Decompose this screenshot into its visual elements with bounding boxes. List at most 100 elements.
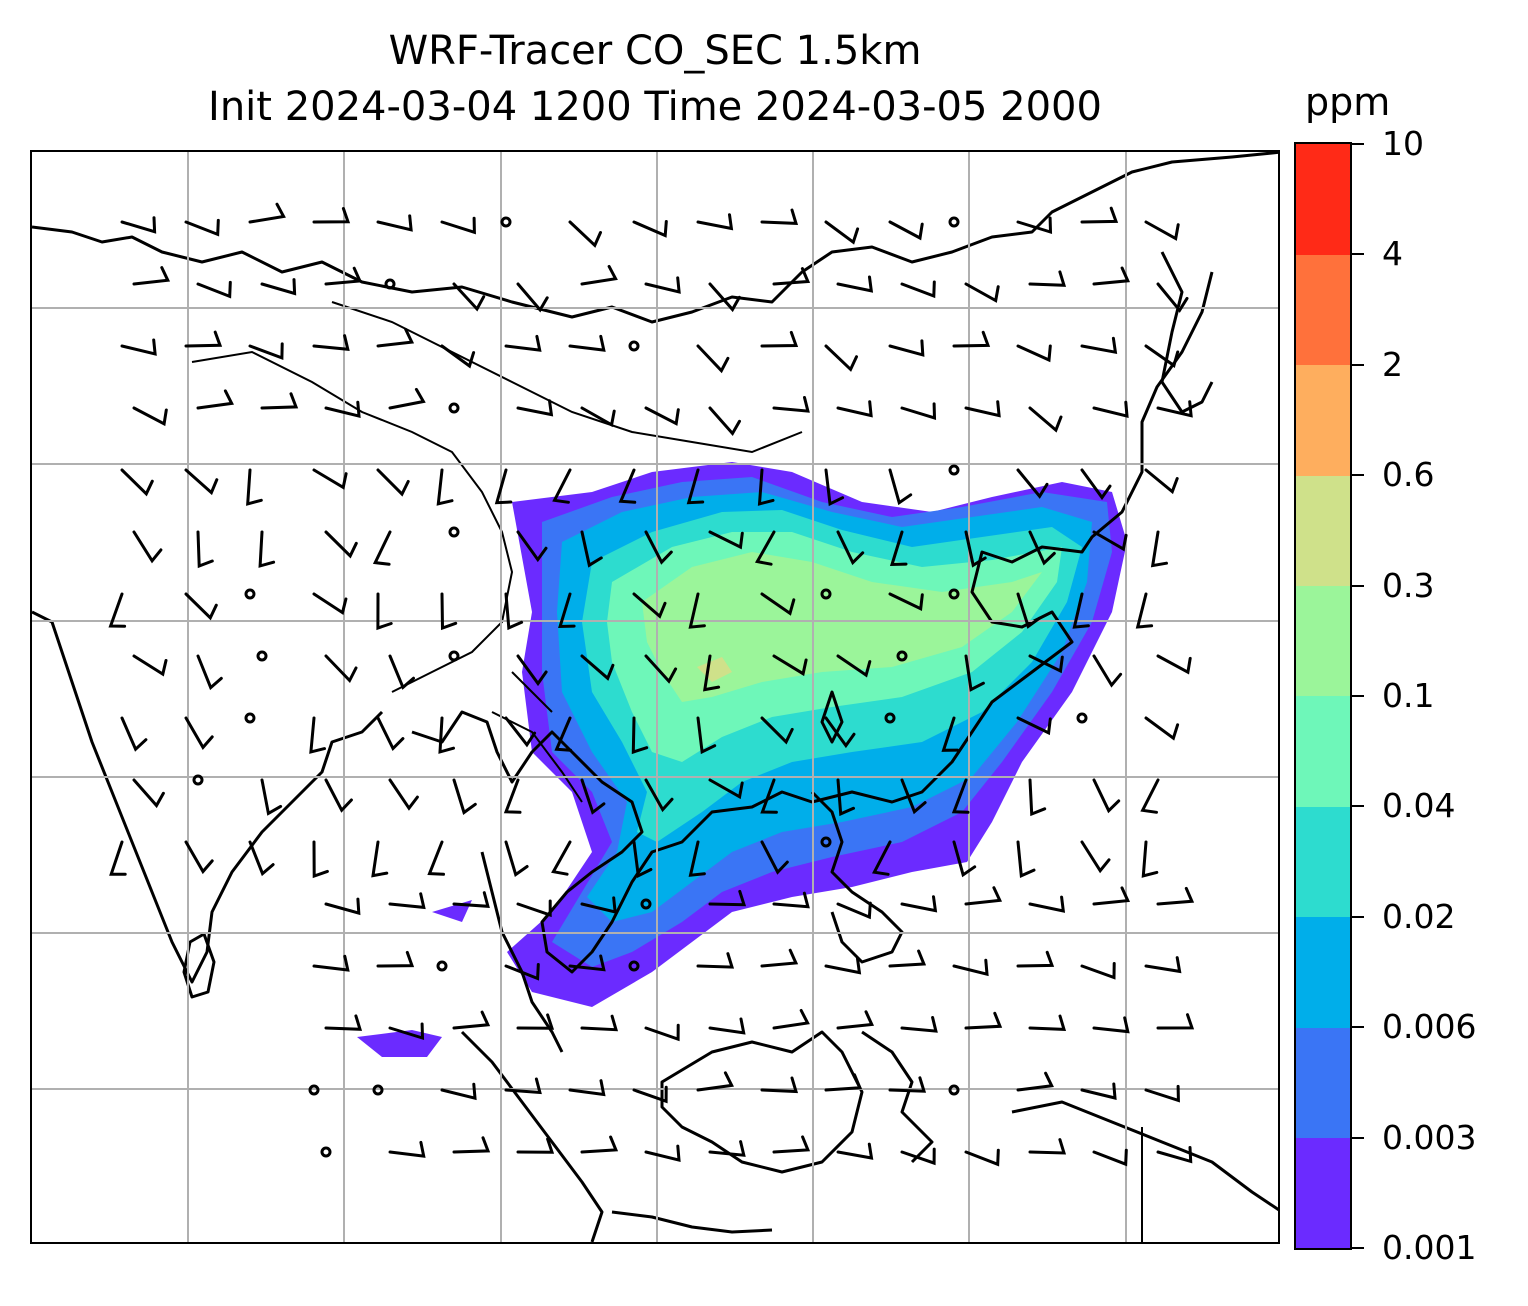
wind-barb xyxy=(312,592,348,616)
wind-barb xyxy=(708,282,741,313)
wind-barb xyxy=(708,406,741,437)
wind-barb xyxy=(1016,1071,1054,1092)
wind-barb xyxy=(900,1147,936,1166)
wind-barb xyxy=(686,468,705,505)
colorbar-tick xyxy=(1352,1247,1364,1249)
plot-title-line-2: Init 2024-03-04 1200 Time 2024-03-05 200… xyxy=(208,84,1102,130)
wind-barb xyxy=(558,592,576,629)
colorbar-segment xyxy=(1296,144,1350,255)
wind-barb xyxy=(644,276,681,294)
colorbar-unit-label: ppm xyxy=(1305,80,1391,124)
wind-barb xyxy=(824,716,856,749)
colorbar-tick-label: 0.02 xyxy=(1382,896,1456,936)
wind-barb xyxy=(688,840,706,877)
wind-barb xyxy=(964,654,985,692)
wind-barb xyxy=(248,202,286,224)
wind-barb xyxy=(516,1013,555,1030)
calm-wind-circle xyxy=(884,712,896,724)
wind-barb xyxy=(388,1140,426,1158)
wind-barb xyxy=(1016,716,1052,736)
wind-barb xyxy=(631,716,649,755)
wind-barb xyxy=(1028,895,1066,913)
wind-barb xyxy=(388,892,426,910)
wind-barb xyxy=(632,592,667,619)
calm-wind-circle xyxy=(384,278,396,290)
map-panel xyxy=(30,150,1280,1244)
wind-barb xyxy=(132,778,165,809)
wind-barb xyxy=(888,949,927,968)
wind-barb xyxy=(1144,220,1180,241)
wind-barb xyxy=(696,716,717,755)
calm-wind-circle xyxy=(256,650,268,662)
wind-barb xyxy=(196,389,234,410)
wind-barb xyxy=(324,1014,363,1031)
mongolia-border xyxy=(331,301,803,454)
wind-barb xyxy=(516,399,554,417)
wind-barb xyxy=(196,530,214,569)
wind-barb xyxy=(952,958,989,977)
wind-barb xyxy=(889,530,908,567)
wind-barb xyxy=(246,468,263,506)
map-canvas xyxy=(32,152,1278,1242)
colorbar-tick-label: 0.1 xyxy=(1382,676,1435,715)
wind-barb xyxy=(900,1016,938,1033)
wind-barb xyxy=(438,716,455,754)
wind-barb xyxy=(708,1017,746,1035)
wind-barb xyxy=(504,334,542,352)
wind-barb xyxy=(494,468,513,505)
colorbar-tick-label: 10 xyxy=(1382,124,1424,163)
wind-barb xyxy=(388,387,426,410)
wind-barb xyxy=(772,1135,811,1154)
wind-barb xyxy=(872,840,892,876)
new-guinea xyxy=(1011,1100,1278,1212)
wind-barb xyxy=(941,716,959,752)
calm-wind-circle xyxy=(948,216,960,228)
wind-barb xyxy=(108,592,127,628)
wind-barb xyxy=(888,592,924,611)
colorbar-segment xyxy=(1296,696,1350,807)
wind-barb xyxy=(372,530,392,566)
colorbar-segment xyxy=(1296,585,1350,697)
colorbar-tick-label: 0.6 xyxy=(1382,455,1435,495)
wind-barb xyxy=(632,220,668,238)
wind-barb xyxy=(696,1071,734,1092)
wind-barb xyxy=(688,592,706,629)
wind-barb xyxy=(836,901,872,920)
wind-barb xyxy=(504,840,529,878)
wind-barb xyxy=(1016,592,1041,629)
wind-barb xyxy=(760,330,799,348)
wind-barb xyxy=(1080,1082,1117,1100)
wind-barb xyxy=(952,840,977,878)
wind-barb xyxy=(836,400,873,418)
wind-barb xyxy=(248,840,275,877)
wind-barb xyxy=(1092,266,1131,286)
wind-barb xyxy=(754,530,776,566)
calm-wind-circle xyxy=(448,526,460,538)
wind-barb xyxy=(1140,778,1160,814)
wind-barb xyxy=(836,275,874,293)
wind-barb xyxy=(836,778,855,817)
wind-barb xyxy=(1150,530,1168,568)
wind-barb xyxy=(618,468,637,504)
wind-barb xyxy=(708,889,747,907)
wind-barb xyxy=(120,216,157,234)
colorbar-tick xyxy=(1352,143,1364,145)
wind-barb xyxy=(708,778,744,800)
java xyxy=(611,1210,773,1234)
wind-barb xyxy=(452,282,486,312)
wind-barb xyxy=(376,468,410,497)
wind-barb xyxy=(388,778,419,811)
wind-barb xyxy=(702,654,721,692)
wind-barb xyxy=(964,1148,1000,1167)
colorbar-tick-label: 4 xyxy=(1382,234,1403,274)
calm-wind-circle xyxy=(448,402,460,414)
country-borders xyxy=(191,301,1143,1242)
colorbar-tick xyxy=(1352,253,1364,256)
wind-barb xyxy=(324,778,353,813)
wind-barb xyxy=(1156,1013,1195,1030)
wind-barb xyxy=(964,400,1001,418)
wind-barb xyxy=(1080,336,1118,355)
wind-barb xyxy=(1080,962,1116,980)
wind-barb xyxy=(260,778,283,816)
wind-barb xyxy=(760,208,799,225)
